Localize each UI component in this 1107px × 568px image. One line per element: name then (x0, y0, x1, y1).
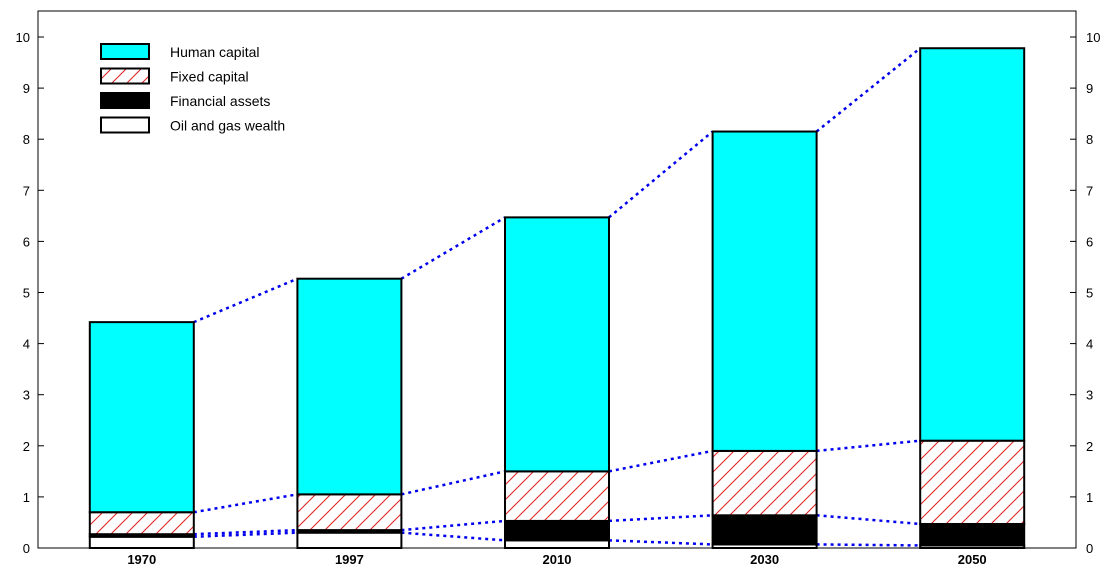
bar-stack-2030 (711, 130, 818, 549)
connector-line (193, 493, 298, 514)
connector-line (816, 439, 921, 453)
bar-oil-and-gas-wealth-1970 (88, 535, 195, 549)
bar-human-capital-2050 (919, 47, 1026, 442)
bar-stack-2010 (504, 216, 610, 550)
bar-human-capital-2030 (711, 130, 818, 452)
y-tick-label-right: 8 (1086, 132, 1093, 147)
legend-swatch (100, 92, 150, 109)
bar-fixed-capital-2030 (711, 449, 818, 517)
connector-line (608, 449, 713, 473)
connector-line (608, 539, 713, 546)
connector-line (401, 531, 506, 542)
y-tick-label-right: 4 (1086, 337, 1093, 352)
bar-oil-and-gas-wealth-2010 (504, 539, 610, 550)
bar-fixed-capital-2010 (504, 470, 610, 522)
y-tick-label: 5 (23, 286, 30, 301)
legend-label: Fixed capital (170, 69, 249, 85)
bar-human-capital-1997 (296, 277, 403, 496)
bar-stack-2050 (919, 47, 1026, 550)
y-tick-label: 0 (23, 541, 30, 556)
right-y-axis: 0 1 2 3 4 5 6 7 8 9 10 (1070, 30, 1100, 556)
y-tick-label: 10 (16, 30, 30, 45)
y-tick-label-right: 3 (1086, 388, 1093, 403)
y-tick-label-right: 5 (1086, 286, 1093, 301)
legend: Human capital Fixed capital Financial asse… (100, 43, 285, 134)
left-y-axis: 0 1 2 3 4 5 6 7 8 9 10 (16, 30, 44, 556)
connector-line (401, 470, 506, 496)
x-tick-label: 2030 (750, 552, 779, 567)
bar-financial-assets-2030 (711, 514, 818, 546)
legend-swatch (100, 116, 150, 134)
connector-line (400, 216, 506, 280)
bar-stack-1997 (296, 277, 403, 549)
bar-human-capital-1970 (88, 321, 195, 514)
y-tick-label-right: 0 (1086, 541, 1093, 556)
y-tick-label-right: 2 (1086, 439, 1093, 454)
connector-line (401, 519, 506, 532)
connector-line (816, 543, 921, 547)
y-tick-label: 2 (23, 439, 30, 454)
bar-stack-1970 (88, 321, 195, 549)
connector-line (608, 130, 714, 219)
y-tick-label-right: 10 (1086, 30, 1100, 45)
y-tick-label: 6 (23, 234, 30, 249)
legend-swatch (100, 67, 150, 85)
connector-line (608, 514, 713, 523)
x-tick-label: 1997 (335, 552, 364, 567)
bar-fixed-capital-2050 (919, 439, 1026, 525)
legend-label: Financial assets (170, 93, 270, 109)
connector-line (815, 47, 921, 133)
bar-human-capital-2010 (504, 216, 610, 473)
bar-fixed-capital-1970 (88, 511, 195, 536)
connector-lines (193, 47, 921, 547)
y-tick-label: 1 (23, 490, 30, 505)
connector-line (193, 277, 298, 324)
y-tick-label: 3 (23, 388, 30, 403)
y-tick-label: 8 (23, 132, 30, 147)
bar-oil-and-gas-wealth-1997 (296, 531, 403, 549)
bars (88, 47, 1026, 550)
x-axis: 1970 1997 2010 2030 2050 (127, 552, 986, 567)
y-tick-label-right: 9 (1086, 81, 1093, 96)
legend-label: Human capital (170, 44, 260, 60)
bar-financial-assets-2050 (919, 522, 1026, 547)
bar-fixed-capital-1997 (296, 493, 403, 532)
connector-line (816, 514, 921, 526)
x-tick-label: 2050 (958, 552, 987, 567)
y-tick-label-right: 7 (1086, 183, 1093, 198)
legend-swatch (100, 43, 150, 60)
y-tick-label: 4 (23, 337, 30, 352)
x-tick-label: 1970 (127, 552, 156, 567)
x-tick-label: 2010 (543, 552, 572, 567)
bar-financial-assets-2010 (504, 519, 610, 542)
connector-line (193, 528, 298, 536)
connector-line (193, 531, 298, 539)
y-tick-label: 9 (23, 81, 30, 96)
y-tick-label-right: 6 (1086, 234, 1093, 249)
y-tick-label: 7 (23, 183, 30, 198)
legend-label: Oil and gas wealth (170, 118, 285, 134)
y-tick-label-right: 1 (1086, 490, 1093, 505)
